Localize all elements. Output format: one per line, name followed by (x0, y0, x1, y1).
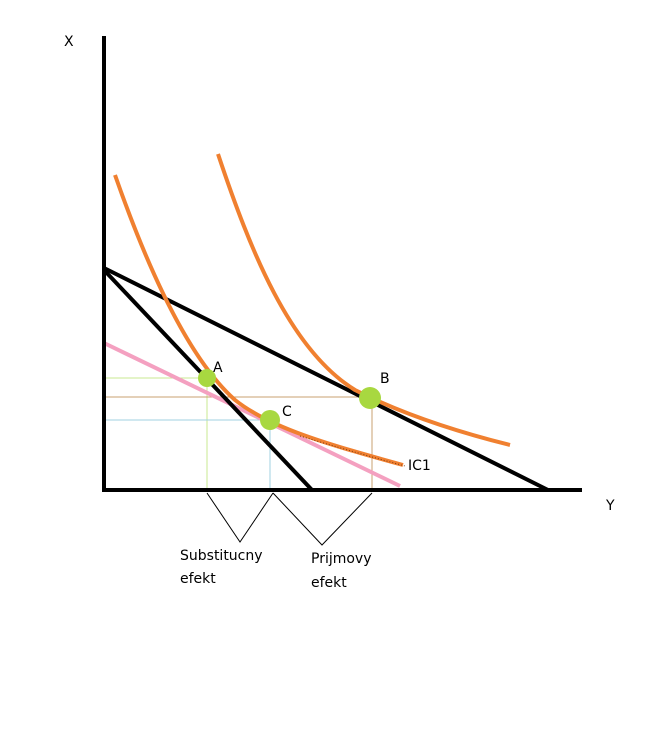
point-a-label: A (213, 360, 223, 376)
indifference-curve-ic2 (216, 153, 511, 447)
new-budget-line (103, 266, 549, 492)
compensated-budget-line (103, 341, 401, 488)
dotted-curve-tail (299, 435, 406, 467)
point-b-marker (359, 387, 381, 409)
substitution-effect-label-line2: efekt (180, 571, 216, 587)
point-a-marker (198, 369, 216, 387)
substitution-effect-label-line1: Substitucny (180, 548, 263, 564)
vertical-axis-label: X (64, 34, 74, 50)
income-effect-label-line2: efekt (311, 575, 347, 591)
substitution-effect-bracket (206, 492, 274, 543)
income-effect-label-line1: Prijmovy (311, 551, 372, 567)
point-c-marker (260, 410, 280, 430)
income-effect-bracket (272, 492, 373, 546)
point-c-label: C (282, 404, 292, 420)
indifference-curve-ic1 (113, 174, 404, 467)
ic1-label: IC1 (408, 458, 431, 474)
horizontal-axis-label: Y (605, 498, 615, 514)
point-b-label: B (380, 371, 390, 387)
